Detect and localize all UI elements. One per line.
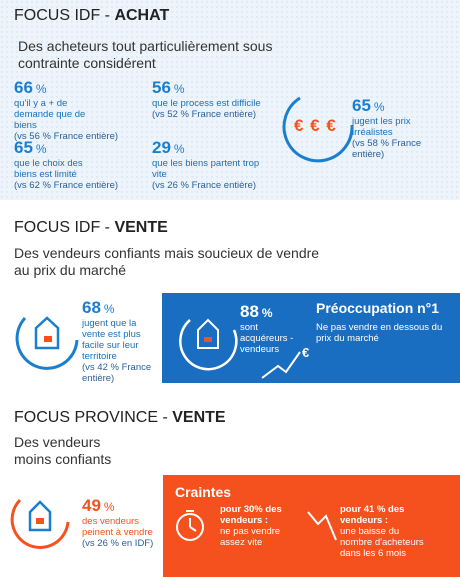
title: FOCUS IDF - VENTE xyxy=(14,219,168,237)
value: 29 xyxy=(152,138,171,157)
title: FOCUS PROVINCE - VENTE xyxy=(14,409,226,427)
desc: que le choix des biens est limité xyxy=(14,158,83,180)
subtitle: Des acheteurs tout particulièrement sous… xyxy=(18,38,273,71)
value: 56 xyxy=(152,78,171,97)
unit: % xyxy=(103,302,115,316)
value: 65 xyxy=(14,138,33,157)
value: 65 xyxy=(352,96,371,115)
fear: pour 41 % des vendeurs : une baisse du no… xyxy=(340,504,430,559)
stat: 66% qu'il y a + de demande que de biens (v… xyxy=(14,78,139,142)
title-light: FOCUS IDF - xyxy=(14,7,115,24)
desc: qu'il y a + de demande que de biens xyxy=(14,98,86,131)
unit: % xyxy=(35,142,47,156)
comparison: (vs 26 % France entière) xyxy=(152,180,257,191)
comparison: (vs 52 % France entière) xyxy=(152,109,257,120)
heading: Préoccupation n°1 xyxy=(316,300,440,316)
comparison: (vs 62 % France entière) xyxy=(14,180,119,191)
unit: % xyxy=(261,306,273,320)
subtitle: Des vendeurs moins confiants xyxy=(14,434,112,467)
title-bold: VENTE xyxy=(172,409,226,426)
value: 49 xyxy=(82,496,101,515)
desc: jugent les prix irréalistes xyxy=(352,116,411,138)
value: 66 xyxy=(14,78,33,97)
stat: 49% des vendeurs peinent à vendre (vs 26… xyxy=(82,496,162,549)
body: Ne pas vendre en dessous du prix du marc… xyxy=(316,322,443,344)
desc: que les biens partent trop vite xyxy=(152,158,260,180)
stat: 65% que le choix des biens est limité (vs … xyxy=(14,138,139,191)
comparison: (vs 26 % en IDF) xyxy=(82,538,154,549)
title-bold: VENTE xyxy=(114,219,168,236)
title: FOCUS IDF - ACHAT xyxy=(14,7,169,25)
heading: Craintes xyxy=(175,484,232,500)
unit: % xyxy=(173,82,185,96)
icon: € € € xyxy=(294,116,337,135)
desc: jugent que la vente est plus facile sur … xyxy=(82,318,141,362)
title-light: FOCUS PROVINCE - xyxy=(14,409,173,426)
stat: 56% que le process est difficile (vs 52 % … xyxy=(152,78,277,120)
stat: 29% que les biens partent trop vite (vs 26… xyxy=(152,138,277,191)
box-stat: 88% sont acquéreurs -vendeurs xyxy=(240,302,300,355)
desc: que le process est difficile xyxy=(152,98,261,109)
icon: € xyxy=(302,345,310,360)
fear: pour 30% des vendeurs : ne pas vendre ass… xyxy=(220,504,300,548)
highlight: 65% jugent les prix irréalistes (vs 58 %… xyxy=(352,96,432,160)
text: une baisse du nombre d'acheteurs dans le… xyxy=(340,526,424,559)
value: 88 xyxy=(240,302,259,321)
value: 68 xyxy=(82,298,101,317)
unit: % xyxy=(35,82,47,96)
lead: pour 30% des vendeurs : xyxy=(220,504,282,526)
title-light: FOCUS IDF - xyxy=(14,219,115,236)
stat: 68% jugent que la vente est plus facile … xyxy=(82,298,162,384)
text: ne pas vendre assez vite xyxy=(220,526,281,548)
title-bold: ACHAT xyxy=(114,7,170,24)
lead: pour 41 % des vendeurs : xyxy=(340,504,405,526)
unit: % xyxy=(173,142,185,156)
comparison: (vs 58 % France entière) xyxy=(352,138,422,160)
comparison: (vs 42 % France entière) xyxy=(82,362,152,384)
comparison: (vs 56 % France entière) xyxy=(14,131,119,142)
box-text: Préoccupation n°1 Ne pas vendre en desso… xyxy=(316,300,456,344)
unit: % xyxy=(373,100,385,114)
unit: % xyxy=(103,500,115,514)
desc: des vendeurs peinent à vendre xyxy=(82,516,153,538)
desc: sont acquéreurs -vendeurs xyxy=(240,322,294,355)
subtitle: Des vendeurs confiants mais soucieux de … xyxy=(14,245,320,278)
